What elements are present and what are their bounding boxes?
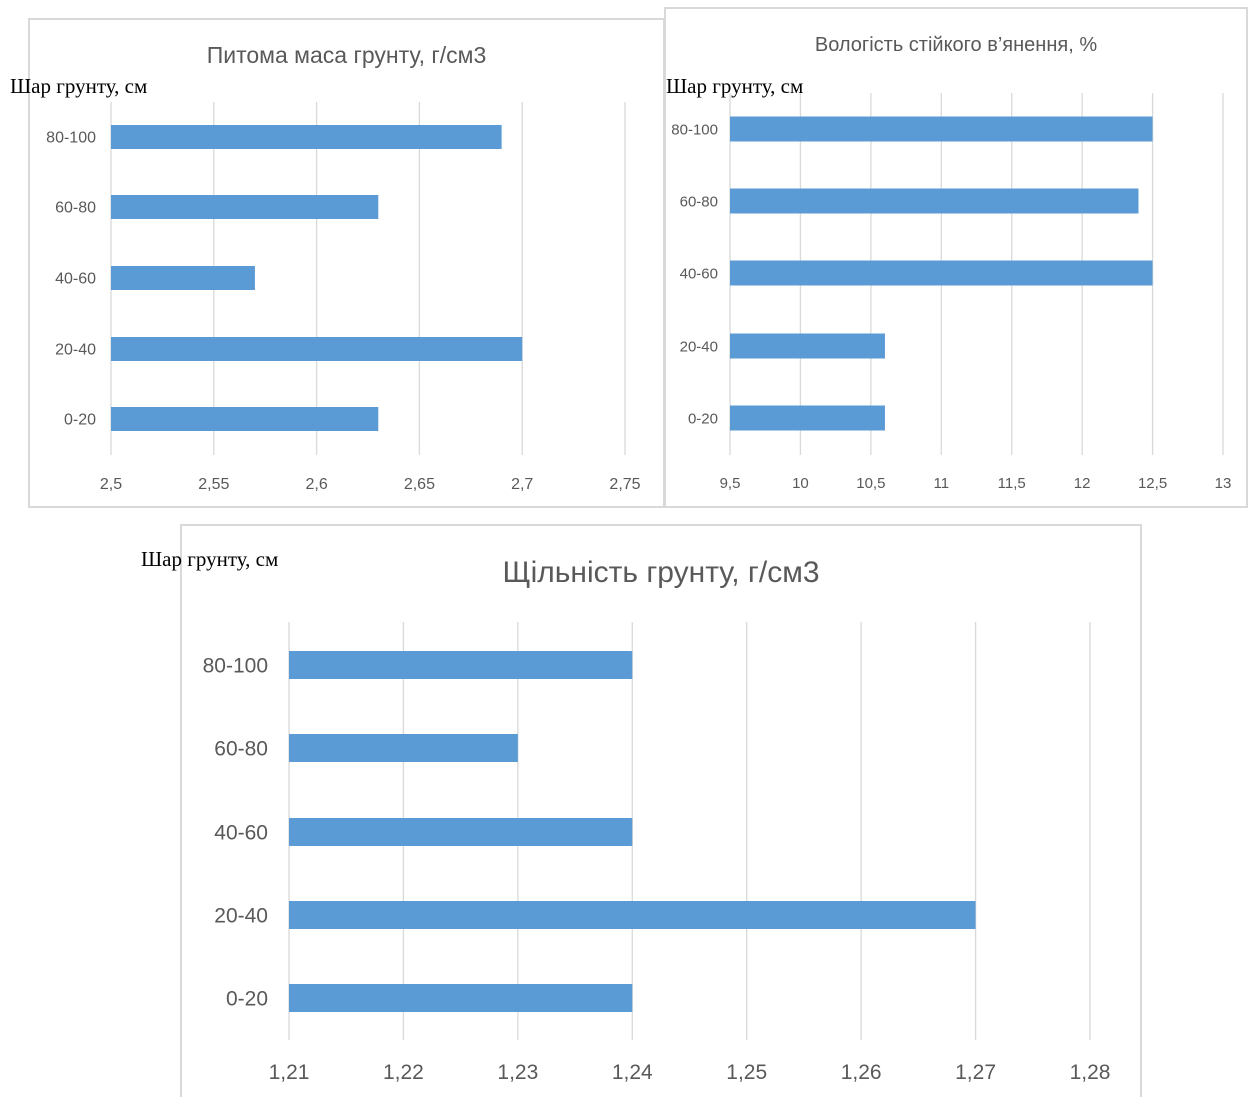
y-axis-label: Шар грунту, см: [666, 74, 804, 98]
x-tick-label: 2,6: [305, 476, 327, 493]
x-tick-label: 2,65: [404, 476, 435, 493]
category-label: 80-100: [46, 130, 96, 147]
x-tick-label: 12,5: [1138, 475, 1167, 492]
x-tick-label: 1,28: [1070, 1061, 1111, 1084]
chart-panel-wilting-moisture: Вологість стійкого в’янення, %: [664, 7, 1248, 508]
x-tick-label: 13: [1215, 475, 1232, 492]
chart-title: Вологість стійкого в’янення, %: [814, 34, 1098, 56]
category-label: 60-80: [55, 200, 96, 217]
x-tick-label: 1,23: [497, 1061, 538, 1084]
category-label: 80-100: [203, 654, 268, 677]
category-label: 20-40: [214, 904, 268, 927]
bar: [730, 116, 1153, 142]
category-label: 60-80: [680, 193, 718, 210]
x-tick-label: 12: [1074, 475, 1091, 492]
x-tick-label: 1,22: [383, 1061, 424, 1084]
x-tick-label: 9,5: [720, 475, 741, 492]
bar: [111, 125, 502, 149]
bar: [111, 195, 379, 219]
x-tick-label: 1,21: [269, 1061, 310, 1084]
bar: [730, 405, 885, 431]
category-label: 60-80: [214, 737, 268, 760]
bar: [289, 651, 633, 679]
bar: [730, 333, 885, 359]
bar: [730, 260, 1153, 286]
category-label: 40-60: [680, 265, 718, 282]
bar: [730, 188, 1139, 214]
x-tick-label: 1,27: [955, 1061, 996, 1084]
x-tick-label: 11,5: [998, 475, 1026, 492]
x-tick-label: 11: [933, 475, 949, 492]
x-tick-label: 10,5: [856, 475, 885, 492]
x-tick-label: 2,75: [609, 476, 640, 493]
bar: [289, 901, 976, 929]
bar: [111, 266, 255, 290]
category-label: 20-40: [55, 342, 96, 359]
category-label: 0-20: [688, 410, 718, 427]
x-tick-label: 10: [792, 475, 809, 492]
bar: [289, 818, 633, 846]
category-label: 40-60: [55, 271, 96, 288]
x-tick-label: 1,26: [841, 1061, 882, 1084]
bar: [289, 984, 633, 1012]
category-label: 40-60: [214, 821, 268, 844]
chart-title: Щільність грунту, г/см3: [502, 556, 820, 589]
category-label: 80-100: [671, 121, 718, 138]
category-label: 20-40: [680, 338, 718, 355]
x-tick-label: 1,25: [726, 1061, 767, 1084]
y-axis-label: Шар грунту, см: [141, 547, 279, 571]
x-tick-label: 2,5: [100, 476, 122, 493]
category-label: 0-20: [64, 412, 96, 429]
x-tick-label: 1,24: [612, 1061, 653, 1084]
bar: [111, 337, 523, 361]
chart-title: Питома маса грунту, г/см3: [206, 42, 487, 68]
bar: [111, 407, 379, 431]
x-tick-label: 2,55: [198, 476, 229, 493]
bar: [289, 734, 518, 762]
y-axis-label: Шар грунту, см: [10, 74, 148, 98]
category-label: 0-20: [226, 987, 268, 1010]
x-tick-label: 2,7: [511, 476, 533, 493]
